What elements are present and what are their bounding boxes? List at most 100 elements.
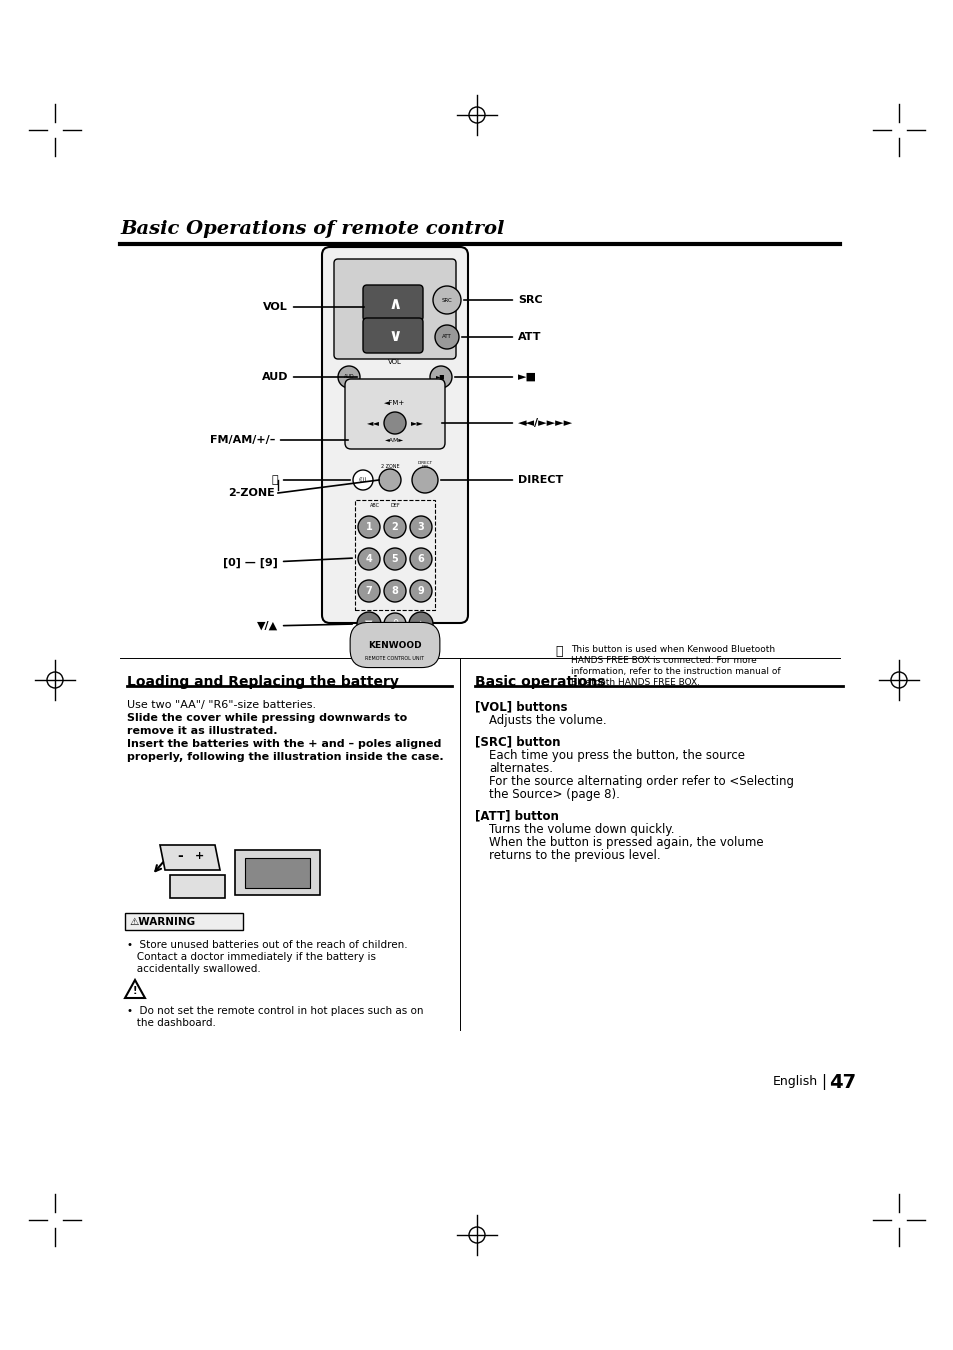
- Text: [ATT] button: [ATT] button: [475, 809, 558, 822]
- Text: 4: 4: [365, 554, 372, 564]
- Polygon shape: [234, 850, 319, 895]
- Text: [VOL] buttons: [VOL] buttons: [475, 701, 567, 713]
- Text: ATT: ATT: [441, 335, 452, 339]
- Text: -: -: [177, 849, 183, 863]
- Text: Use two "AA"/ "R6"-size batteries.: Use two "AA"/ "R6"-size batteries.: [127, 701, 315, 710]
- Text: SRC: SRC: [463, 296, 542, 305]
- Text: [0] — [9]: [0] — [9]: [223, 558, 352, 568]
- Circle shape: [356, 612, 380, 636]
- Text: 8: 8: [391, 586, 398, 595]
- Text: VOL: VOL: [263, 302, 364, 312]
- Text: ∧: ∧: [388, 296, 401, 313]
- Text: ◄◄: ◄◄: [366, 418, 379, 428]
- FancyBboxPatch shape: [345, 379, 444, 450]
- Text: ⚠WARNING: ⚠WARNING: [129, 917, 195, 927]
- Text: 5: 5: [392, 554, 398, 564]
- Text: Contact a doctor immediately if the battery is: Contact a doctor immediately if the batt…: [127, 952, 375, 963]
- Text: ∨: ∨: [388, 327, 401, 346]
- FancyBboxPatch shape: [322, 247, 468, 622]
- Text: 3: 3: [417, 522, 424, 532]
- Text: AUD: AUD: [261, 373, 356, 382]
- Circle shape: [384, 580, 406, 602]
- FancyBboxPatch shape: [334, 259, 456, 359]
- Text: Each time you press the button, the source: Each time you press the button, the sour…: [489, 749, 744, 761]
- Text: 2: 2: [392, 522, 398, 532]
- Circle shape: [410, 548, 432, 570]
- Text: Insert the batteries with the + and – poles aligned: Insert the batteries with the + and – po…: [127, 738, 441, 749]
- Text: ◄◄/►►►►: ◄◄/►►►►: [441, 418, 573, 428]
- Circle shape: [412, 467, 437, 493]
- Text: |: |: [821, 1075, 825, 1089]
- Text: AUD: AUD: [343, 374, 354, 379]
- Text: alternates.: alternates.: [489, 761, 553, 775]
- Circle shape: [409, 612, 433, 636]
- Text: Adjusts the volume.: Adjusts the volume.: [489, 714, 606, 728]
- Text: •  Do not set the remote control in hot places such as on: • Do not set the remote control in hot p…: [127, 1006, 423, 1017]
- Circle shape: [357, 580, 379, 602]
- Text: This button is used when Kenwood Bluetooth: This button is used when Kenwood Bluetoo…: [571, 645, 774, 653]
- Text: FM/AM/+/–: FM/AM/+/–: [210, 435, 348, 446]
- Text: DIRECT: DIRECT: [440, 475, 562, 485]
- Circle shape: [410, 580, 432, 602]
- Text: SRC: SRC: [441, 297, 452, 302]
- Circle shape: [337, 366, 359, 387]
- Text: [SRC] button: [SRC] button: [475, 734, 560, 748]
- FancyBboxPatch shape: [363, 285, 422, 321]
- Text: 47: 47: [828, 1072, 856, 1092]
- Text: the dashboard.: the dashboard.: [127, 1018, 215, 1027]
- Circle shape: [378, 468, 400, 491]
- Circle shape: [435, 325, 458, 350]
- Text: ATT: ATT: [461, 332, 541, 342]
- Text: •  Store unused batteries out of the reach of children.: • Store unused batteries out of the reac…: [127, 940, 407, 950]
- Circle shape: [410, 516, 432, 539]
- Text: !: !: [132, 986, 137, 996]
- Text: 1: 1: [365, 522, 372, 532]
- Text: 9: 9: [417, 586, 424, 595]
- Circle shape: [357, 516, 379, 539]
- Text: REMOTE CONTROL UNIT: REMOTE CONTROL UNIT: [365, 656, 424, 660]
- Text: 7: 7: [365, 586, 372, 595]
- Text: English: English: [772, 1076, 817, 1088]
- Text: ►■: ►■: [455, 373, 537, 382]
- Text: VOL: VOL: [388, 359, 401, 364]
- Text: 0: 0: [392, 620, 397, 629]
- Circle shape: [384, 613, 406, 634]
- Text: Slide the cover while pressing downwards to: Slide the cover while pressing downwards…: [127, 713, 407, 724]
- Text: ▼: ▼: [365, 620, 373, 629]
- Text: information, refer to the instruction manual of: information, refer to the instruction ma…: [571, 667, 780, 676]
- Circle shape: [353, 470, 373, 490]
- Text: DIRECT
DIR: DIRECT DIR: [417, 460, 432, 470]
- Circle shape: [433, 286, 460, 315]
- Text: accidentally swallowed.: accidentally swallowed.: [127, 964, 260, 973]
- Text: 2 ZONE: 2 ZONE: [380, 464, 399, 470]
- Bar: [125, 913, 243, 930]
- Polygon shape: [245, 859, 310, 888]
- Text: ▼/▲: ▼/▲: [256, 621, 352, 630]
- Text: ►►: ►►: [410, 418, 423, 428]
- Text: Ⓢ: Ⓢ: [271, 475, 350, 485]
- Circle shape: [384, 548, 406, 570]
- Text: Turns the volume down quickly.: Turns the volume down quickly.: [489, 824, 674, 836]
- Text: the Source> (page 8).: the Source> (page 8).: [489, 788, 619, 801]
- Text: +: +: [195, 850, 204, 861]
- Text: ◄AM►: ◄AM►: [385, 437, 404, 443]
- Text: (()): (()): [358, 478, 367, 482]
- Text: KENWOOD: KENWOOD: [368, 640, 421, 649]
- Text: ▲: ▲: [416, 620, 424, 629]
- Text: For the source alternating order refer to <Selecting: For the source alternating order refer t…: [489, 775, 793, 788]
- Text: Bluetooth HANDS FREE BOX.: Bluetooth HANDS FREE BOX.: [571, 678, 700, 687]
- Text: DEF: DEF: [390, 504, 399, 508]
- Text: ◄FM+: ◄FM+: [384, 400, 405, 406]
- Circle shape: [357, 548, 379, 570]
- Text: properly, following the illustration inside the case.: properly, following the illustration ins…: [127, 752, 443, 761]
- Text: Loading and Replacing the battery: Loading and Replacing the battery: [127, 675, 398, 688]
- Text: Basic operations: Basic operations: [475, 675, 605, 688]
- Text: 2-ZONE: 2-ZONE: [228, 487, 274, 498]
- Circle shape: [384, 412, 406, 433]
- FancyBboxPatch shape: [363, 319, 422, 352]
- Text: Basic Operations of remote control: Basic Operations of remote control: [120, 220, 504, 238]
- Text: 6: 6: [417, 554, 424, 564]
- Text: ABC: ABC: [370, 504, 379, 508]
- Bar: [355, 500, 435, 610]
- Text: ►■: ►■: [436, 374, 445, 379]
